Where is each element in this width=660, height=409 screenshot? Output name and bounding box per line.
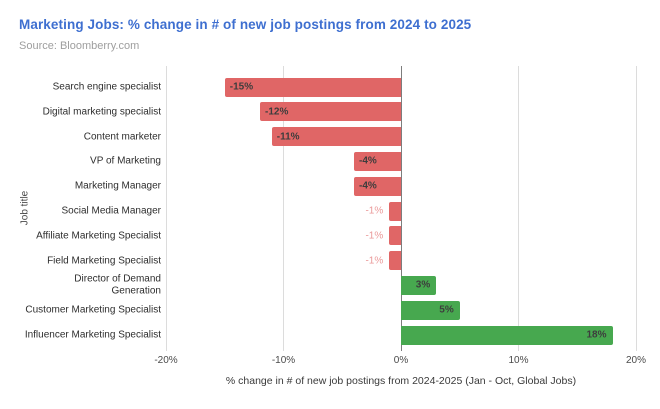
bar-value-label: 3% — [415, 279, 431, 291]
x-tick-label: 20% — [625, 355, 647, 366]
x-tick-label: 0% — [393, 355, 409, 366]
category-label-affiliate-marketing-specialist: Affiliate Marketing Specialist — [36, 230, 161, 242]
x-axis-title: % change in # of new job postings from 2… — [225, 375, 577, 387]
bar-field-marketing-specialist[interactable] — [389, 251, 401, 271]
bar-value-label: -11% — [276, 131, 300, 143]
chart-source: Source: Bloomberry.com — [19, 40, 140, 52]
bar-value-label: -1% — [365, 205, 384, 217]
category-labels: Search engine specialist Digital marketin… — [0, 66, 161, 351]
gridline — [165, 66, 167, 351]
plot-area: -15% -12% -11% -4% -4% -1% -1% -1% 3% 5% 18% — [165, 66, 637, 351]
bar-vp-of-marketing[interactable]: -4% — [354, 151, 401, 171]
category-label-content-marketer: Content marketer — [83, 130, 161, 142]
bar-director-of-demand-generation[interactable]: 3% — [401, 275, 437, 295]
bar-content-marketer[interactable]: -11% — [271, 127, 401, 147]
bar-affiliate-marketing-specialist[interactable] — [389, 226, 401, 246]
bar-value-label: -12% — [265, 106, 289, 118]
category-label-vp-of-marketing: VP of Marketing — [90, 155, 161, 167]
bar-value-label: 5% — [439, 304, 454, 316]
category-label-influencer-marketing-specialist: Influencer Marketing Specialist — [24, 329, 161, 341]
bar-search-engine-specialist[interactable]: -15% — [224, 77, 401, 97]
category-label-digital-marketing-specialist: Digital marketing specialist — [42, 106, 161, 118]
bar-social-media-manager[interactable] — [389, 201, 401, 221]
category-label-field-marketing-specialist: Field Marketing Specialist — [47, 254, 161, 266]
gridline — [518, 66, 519, 351]
gridline — [283, 66, 284, 351]
gridline — [635, 66, 637, 351]
category-label-marketing-manager: Marketing Manager — [74, 180, 161, 192]
bar-marketing-manager[interactable]: -4% — [354, 176, 401, 196]
bar-digital-marketing-specialist[interactable]: -12% — [260, 102, 401, 122]
x-tick-label: -10% — [271, 355, 296, 366]
x-tick-label: -20% — [154, 355, 178, 366]
category-label-director-of-demand-generation: Director of Demand Generation — [74, 273, 161, 297]
bar-value-label: -4% — [359, 155, 377, 167]
category-label-customer-marketing-specialist: Customer Marketing Specialist — [25, 304, 161, 316]
bar-value-label: 18% — [586, 329, 607, 341]
bar-value-label: -1% — [365, 255, 384, 267]
category-label-social-media-manager: Social Media Manager — [61, 205, 162, 217]
bar-value-label: -4% — [359, 180, 377, 192]
bar-value-label: -1% — [365, 230, 384, 242]
chart-title: Marketing Jobs: % change in # of new job… — [19, 17, 472, 32]
bar-value-label: -15% — [229, 81, 254, 93]
x-tick-label: 10% — [508, 355, 529, 366]
x-axis-ticks: -20% -10% 0% 10% 20% — [154, 355, 646, 367]
bar-customer-marketing-specialist[interactable]: 5% — [401, 300, 460, 320]
zero-baseline — [400, 66, 402, 351]
category-label-search-engine-specialist: Search engine specialist — [52, 81, 161, 93]
bar-influencer-marketing-specialist[interactable]: 18% — [401, 325, 613, 345]
